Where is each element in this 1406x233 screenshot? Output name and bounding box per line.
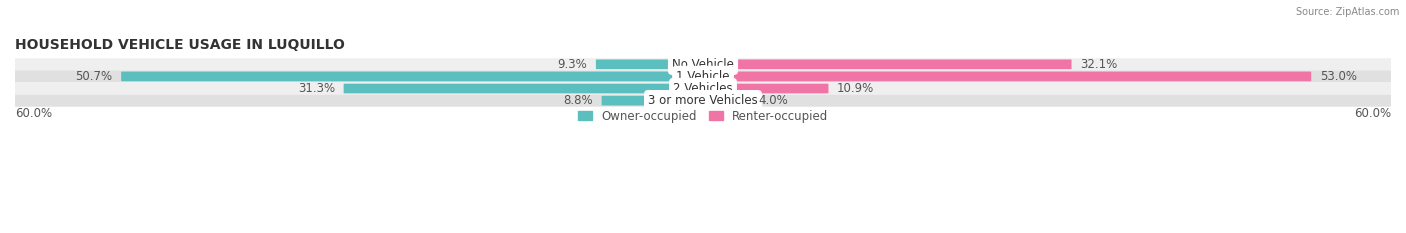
Text: 4.0%: 4.0% [758, 94, 787, 107]
Text: 32.1%: 32.1% [1080, 58, 1118, 71]
FancyBboxPatch shape [596, 59, 703, 69]
Text: 53.0%: 53.0% [1320, 70, 1357, 83]
Text: 9.3%: 9.3% [557, 58, 588, 71]
Text: 1 Vehicle: 1 Vehicle [676, 70, 730, 83]
FancyBboxPatch shape [703, 96, 749, 106]
Text: HOUSEHOLD VEHICLE USAGE IN LUQUILLO: HOUSEHOLD VEHICLE USAGE IN LUQUILLO [15, 38, 344, 52]
FancyBboxPatch shape [602, 96, 703, 106]
FancyBboxPatch shape [703, 84, 828, 93]
FancyBboxPatch shape [15, 70, 1391, 82]
FancyBboxPatch shape [15, 58, 1391, 70]
Text: 60.0%: 60.0% [15, 107, 52, 120]
FancyBboxPatch shape [15, 82, 1391, 95]
Text: 60.0%: 60.0% [1354, 107, 1391, 120]
Text: 50.7%: 50.7% [76, 70, 112, 83]
Text: No Vehicle: No Vehicle [672, 58, 734, 71]
Text: Source: ZipAtlas.com: Source: ZipAtlas.com [1295, 7, 1399, 17]
Text: 8.8%: 8.8% [564, 94, 593, 107]
Text: 10.9%: 10.9% [837, 82, 875, 95]
FancyBboxPatch shape [343, 84, 703, 93]
Text: 3 or more Vehicles: 3 or more Vehicles [648, 94, 758, 107]
Legend: Owner-occupied, Renter-occupied: Owner-occupied, Renter-occupied [572, 105, 834, 127]
FancyBboxPatch shape [15, 95, 1391, 107]
FancyBboxPatch shape [121, 72, 703, 81]
Text: 2 Vehicles: 2 Vehicles [673, 82, 733, 95]
FancyBboxPatch shape [703, 59, 1071, 69]
Text: 31.3%: 31.3% [298, 82, 335, 95]
FancyBboxPatch shape [703, 72, 1312, 81]
